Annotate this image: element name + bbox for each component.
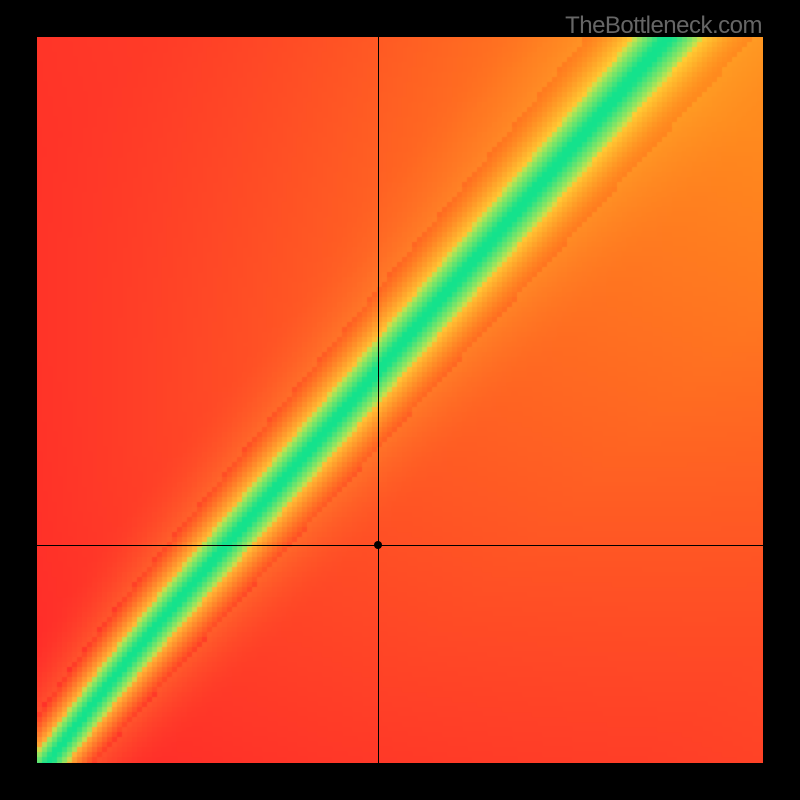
heatmap-canvas bbox=[37, 37, 763, 763]
crosshair-marker bbox=[374, 541, 382, 549]
plot-area bbox=[37, 37, 763, 763]
watermark-text: TheBottleneck.com bbox=[565, 12, 762, 40]
crosshair-horizontal bbox=[37, 545, 763, 546]
crosshair-vertical bbox=[378, 37, 379, 763]
chart-container: TheBottleneck.com bbox=[0, 0, 800, 800]
